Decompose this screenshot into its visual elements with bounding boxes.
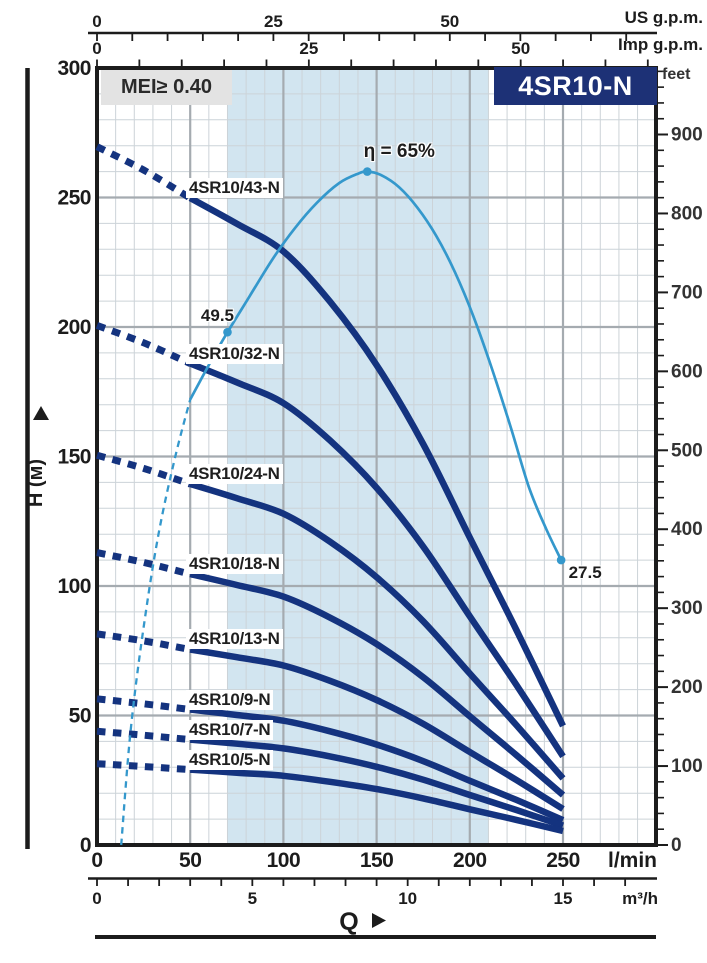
curve-label-4SR10/43-N: 4SR10/43-N <box>186 178 283 199</box>
imp-gpm-tick-label: 25 <box>299 39 318 58</box>
lmin-tick-label: 150 <box>360 849 394 872</box>
efficiency-curve <box>120 167 566 846</box>
curve-dashed-4SR10/5-N <box>96 760 191 774</box>
feet-unit: feet <box>662 66 691 83</box>
feet-tick-label: 100 <box>671 756 703 777</box>
flow-axis-title: Q <box>339 908 358 936</box>
curve-label-4SR10/18-N: 4SR10/18-N <box>186 554 283 575</box>
efficiency-marker <box>223 327 232 337</box>
curve-dashed-4SR10/18-N <box>96 549 192 578</box>
feet-tick-label: 400 <box>671 519 703 540</box>
curve-dashed-4SR10/7-N <box>96 727 191 744</box>
curve-4SR10/18-N <box>189 570 566 798</box>
efficiency-marker <box>362 167 372 176</box>
curve-label-4SR10/24-N: 4SR10/24-N <box>186 463 283 484</box>
imp-gpm-tick-label: 0 <box>92 39 101 58</box>
efficiency-value-label: 49.5 <box>200 306 235 326</box>
curve-dashed-4SR10/32-N <box>95 322 192 367</box>
curve-label-4SR10/13-N: 4SR10/13-N <box>186 629 283 650</box>
axis-flow-title: Q <box>95 908 656 939</box>
lmin-tick-label: 100 <box>267 849 301 872</box>
axis-lmin: 0 50 100 150 200 250 l/min <box>91 849 657 872</box>
efficiency-marker <box>556 555 566 565</box>
curve-label-4SR10/7-N: 4SR10/7-N <box>186 719 274 740</box>
curve-dashed-4SR10/9-N <box>96 695 191 713</box>
curve-label-4SR10/9-N: 4SR10/9-N <box>186 689 274 710</box>
curve-dashed-4SR10/24-N <box>96 451 192 488</box>
axis-us-gpm: 0 25 50 US g.p.m. <box>88 8 703 41</box>
curve-4SR10/43-N <box>188 195 566 728</box>
feet-tick-label: 500 <box>671 440 703 461</box>
imp-gpm-unit: Imp g.p.m. <box>618 35 703 54</box>
m3h-unit: m³/h <box>622 889 658 908</box>
m3h-tick-label: 0 <box>92 889 101 908</box>
axis-imp-gpm: 0 25 50 Imp g.p.m. <box>92 35 703 67</box>
head-tick-label: 250 <box>57 187 91 210</box>
us-gpm-tick-label: 0 <box>92 12 101 31</box>
efficiency-peak-label: η = 65% <box>363 140 435 162</box>
curve-4SR10/7-N <box>189 736 565 829</box>
curve-label-4SR10/32-N: 4SR10/32-N <box>186 343 283 364</box>
curve-4SR10/5-N <box>189 766 564 835</box>
head-tick-label: 150 <box>57 446 91 469</box>
us-gpm-tick-label: 25 <box>264 12 283 31</box>
axis-feet: 900 800 700 600 500 400 300 200 100 0 feet <box>658 66 703 856</box>
pump-series-title: 4SR10-N <box>494 67 657 105</box>
lmin-unit: l/min <box>608 849 657 872</box>
imp-gpm-tick-label: 50 <box>511 39 530 58</box>
lmin-tick-label: 200 <box>453 849 487 872</box>
curve-4SR10/9-N <box>189 706 565 824</box>
axis-m3h: 0 5 10 15 m³/h <box>88 877 658 908</box>
lmin-tick-label: 0 <box>91 849 102 872</box>
lmin-tick-label: 250 <box>546 849 580 872</box>
head-axis-arrow-icon <box>33 406 49 420</box>
pump-curves <box>95 143 566 835</box>
feet-tick-label: 0 <box>671 835 682 856</box>
lmin-tick-label: 50 <box>179 849 201 872</box>
axis-head: 300 250 200 150 100 50 0 H (м) <box>25 57 92 857</box>
curve-4SR10/24-N <box>189 480 566 781</box>
m3h-tick-label: 15 <box>554 889 573 908</box>
grid-major <box>97 68 656 845</box>
curve-dashed-4SR10/13-N <box>96 630 191 653</box>
feet-tick-label: 300 <box>671 598 703 619</box>
curve-dashed-4SR10/43-N <box>95 143 192 202</box>
head-axis-title: H (м) <box>25 459 47 507</box>
head-tick-label: 50 <box>69 705 91 728</box>
us-gpm-unit: US g.p.m. <box>625 8 703 27</box>
feet-tick-label: 600 <box>671 361 703 382</box>
efficiency-curve-dashed <box>120 399 192 846</box>
feet-tick-label: 900 <box>671 125 703 146</box>
head-tick-label: 0 <box>80 834 91 857</box>
head-tick-label: 200 <box>57 316 91 339</box>
head-tick-label: 100 <box>57 575 91 598</box>
curve-label-4SR10/5-N: 4SR10/5-N <box>186 749 274 770</box>
flow-axis-arrow-icon <box>372 913 386 928</box>
feet-tick-label: 200 <box>671 677 703 698</box>
m3h-tick-label: 10 <box>398 889 417 908</box>
feet-tick-label: 800 <box>671 203 703 224</box>
feet-tick-label: 700 <box>671 282 703 303</box>
us-gpm-tick-label: 50 <box>440 12 459 31</box>
curve-4SR10/13-N <box>189 646 565 812</box>
efficiency-curve-solid <box>189 170 563 561</box>
curve-4SR10/32-N <box>188 360 566 759</box>
efficiency-value-label: 27.5 <box>568 563 602 583</box>
head-tick-label: 300 <box>57 57 91 80</box>
mei-rating-badge: MEI≥ 0.40 <box>101 70 232 105</box>
m3h-tick-label: 5 <box>248 889 257 908</box>
